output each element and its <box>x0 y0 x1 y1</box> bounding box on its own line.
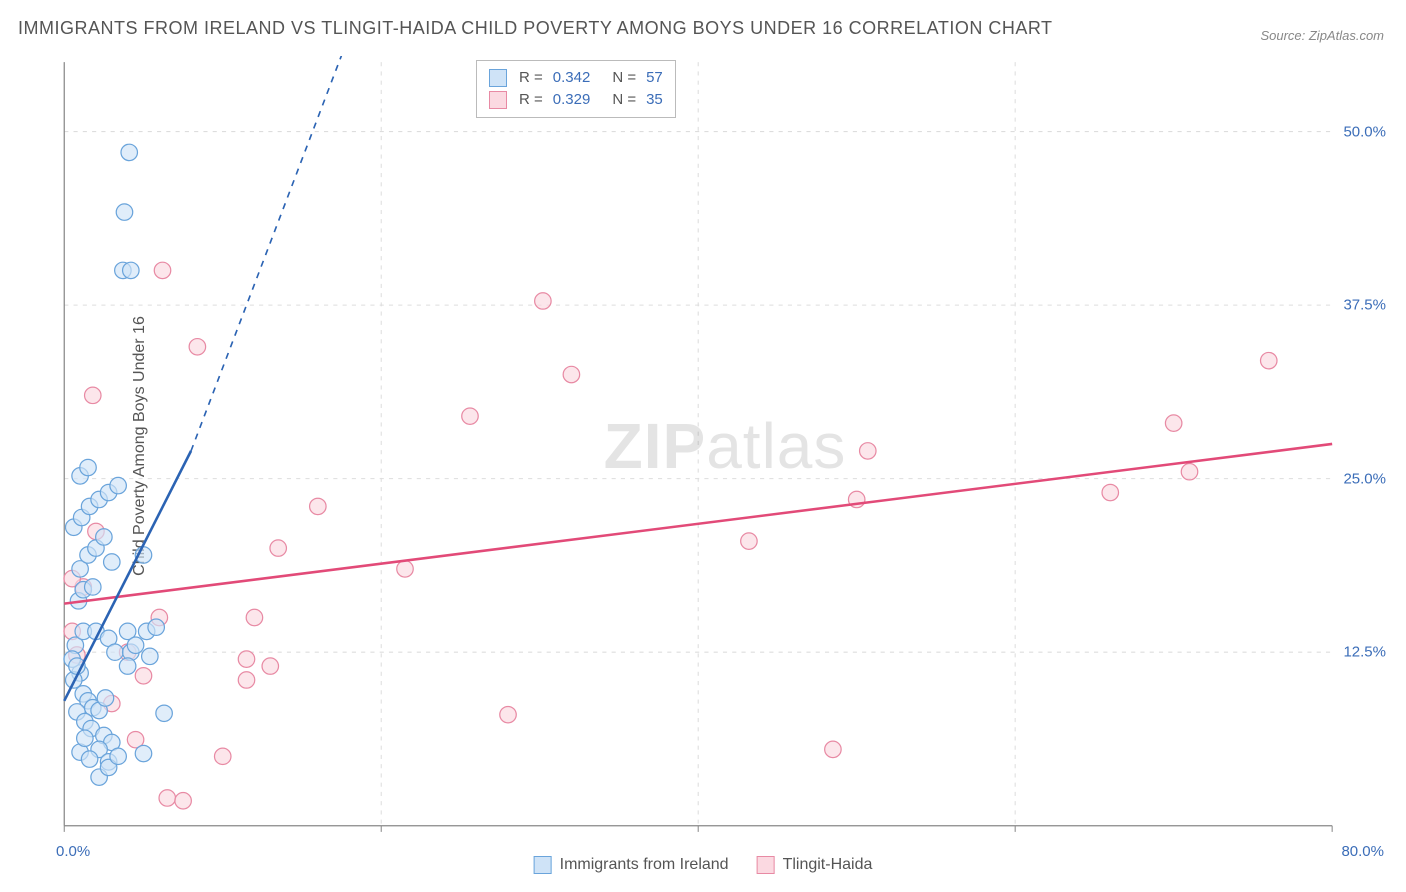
y-axis-tick-label: 25.0% <box>1343 470 1386 487</box>
r-label: R = <box>519 89 543 111</box>
y-axis-tick-label: 50.0% <box>1343 123 1386 140</box>
y-axis-tick-label: 37.5% <box>1343 297 1386 314</box>
chart-title: IMMIGRANTS FROM IRELAND VS TLINGIT-HAIDA… <box>18 18 1053 39</box>
x-axis-max-label: 80.0% <box>1341 843 1384 860</box>
correlation-legend: R = 0.342 N = 57 R = 0.329 N = 35 <box>476 60 676 118</box>
correlation-legend-row: R = 0.342 N = 57 <box>489 67 663 89</box>
legend-swatch <box>757 856 775 874</box>
legend-swatch <box>489 91 507 109</box>
legend-swatch <box>534 856 552 874</box>
series-legend-item: Immigrants from Ireland <box>534 856 729 874</box>
series-legend-label: Tlingit-Haida <box>783 856 873 874</box>
series-legend-label: Immigrants from Ireland <box>560 856 729 874</box>
scatter-plot-svg <box>56 56 1394 836</box>
n-value: 57 <box>646 67 663 89</box>
n-label: N = <box>612 89 636 111</box>
source-attribution: Source: ZipAtlas.com <box>1260 28 1384 43</box>
r-value: 0.329 <box>553 89 591 111</box>
n-label: N = <box>612 67 636 89</box>
chart-plot-area: ZIPatlas R =0.342N =57R =0.329N =35 <box>56 56 1394 836</box>
series-legend: Immigrants from Ireland Tlingit-Haida <box>534 856 873 874</box>
legend-swatch <box>489 69 507 87</box>
x-axis-min-label: 0.0% <box>56 843 90 860</box>
r-label: R = <box>519 67 543 89</box>
r-value: 0.342 <box>553 67 591 89</box>
series-legend-item: Tlingit-Haida <box>757 856 873 874</box>
correlation-legend-row: R = 0.329 N = 35 <box>489 89 663 111</box>
y-axis-tick-label: 12.5% <box>1343 644 1386 661</box>
n-value: 35 <box>646 89 663 111</box>
